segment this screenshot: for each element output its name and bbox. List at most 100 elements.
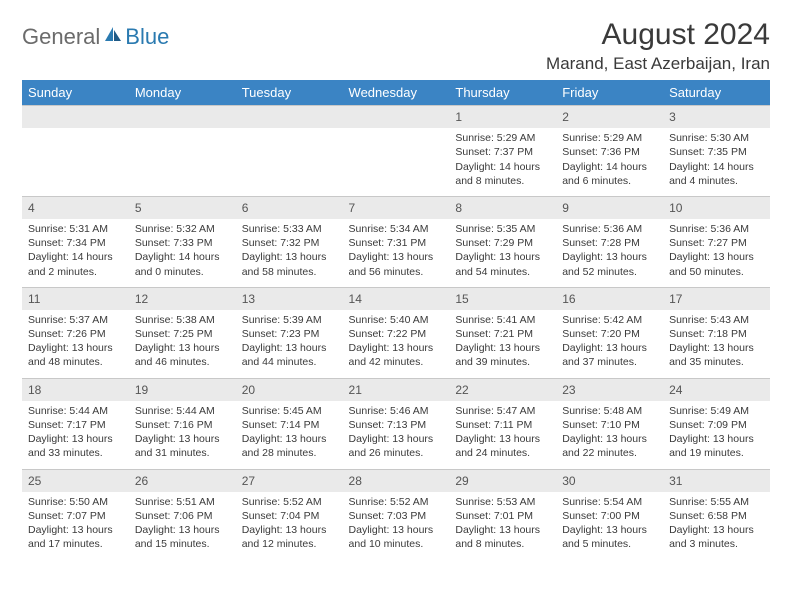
sunset-line: Sunset: 7:14 PM xyxy=(242,418,337,432)
sunset-line: Sunset: 7:23 PM xyxy=(242,327,337,341)
day-number-row: 45678910 xyxy=(22,196,770,219)
day-detail-cell: Sunrise: 5:35 AMSunset: 7:29 PMDaylight:… xyxy=(449,219,556,287)
sunrise-line: Sunrise: 5:42 AM xyxy=(562,313,657,327)
sunset-line: Sunset: 7:16 PM xyxy=(135,418,230,432)
day-detail-cell: Sunrise: 5:29 AMSunset: 7:36 PMDaylight:… xyxy=(556,128,663,196)
day-detail-cell: Sunrise: 5:49 AMSunset: 7:09 PMDaylight:… xyxy=(663,401,770,469)
day-detail-cell: Sunrise: 5:32 AMSunset: 7:33 PMDaylight:… xyxy=(129,219,236,287)
daylight-line: Daylight: 14 hours and 0 minutes. xyxy=(135,250,230,278)
daylight-line: Daylight: 13 hours and 12 minutes. xyxy=(242,523,337,551)
day-detail-cell: Sunrise: 5:52 AMSunset: 7:03 PMDaylight:… xyxy=(343,492,450,560)
day-detail-cell: Sunrise: 5:54 AMSunset: 7:00 PMDaylight:… xyxy=(556,492,663,560)
sunset-line: Sunset: 6:58 PM xyxy=(669,509,764,523)
sunset-line: Sunset: 7:29 PM xyxy=(455,236,550,250)
sunrise-line: Sunrise: 5:41 AM xyxy=(455,313,550,327)
day-detail-cell: Sunrise: 5:46 AMSunset: 7:13 PMDaylight:… xyxy=(343,401,450,469)
day-detail-row: Sunrise: 5:44 AMSunset: 7:17 PMDaylight:… xyxy=(22,401,770,469)
day-number-cell: 26 xyxy=(129,469,236,492)
day-detail-cell: Sunrise: 5:48 AMSunset: 7:10 PMDaylight:… xyxy=(556,401,663,469)
calendar-table: Sunday Monday Tuesday Wednesday Thursday… xyxy=(22,80,770,559)
sunrise-line: Sunrise: 5:50 AM xyxy=(28,495,123,509)
day-detail-cell: Sunrise: 5:38 AMSunset: 7:25 PMDaylight:… xyxy=(129,310,236,378)
sunset-line: Sunset: 7:34 PM xyxy=(28,236,123,250)
day-number-cell: 8 xyxy=(449,196,556,219)
day-detail-cell: Sunrise: 5:34 AMSunset: 7:31 PMDaylight:… xyxy=(343,219,450,287)
sunset-line: Sunset: 7:21 PM xyxy=(455,327,550,341)
daylight-line: Daylight: 13 hours and 42 minutes. xyxy=(349,341,444,369)
calendar-page: General Blue August 2024 Marand, East Az… xyxy=(0,0,792,577)
daylight-line: Daylight: 13 hours and 44 minutes. xyxy=(242,341,337,369)
day-number-cell: 12 xyxy=(129,287,236,310)
sunrise-line: Sunrise: 5:54 AM xyxy=(562,495,657,509)
day-detail-cell: Sunrise: 5:55 AMSunset: 6:58 PMDaylight:… xyxy=(663,492,770,560)
sunset-line: Sunset: 7:26 PM xyxy=(28,327,123,341)
sunrise-line: Sunrise: 5:30 AM xyxy=(669,131,764,145)
day-number-row: 25262728293031 xyxy=(22,469,770,492)
day-detail-row: Sunrise: 5:31 AMSunset: 7:34 PMDaylight:… xyxy=(22,219,770,287)
day-detail-cell: Sunrise: 5:40 AMSunset: 7:22 PMDaylight:… xyxy=(343,310,450,378)
daylight-line: Daylight: 13 hours and 52 minutes. xyxy=(562,250,657,278)
day-number-cell: 23 xyxy=(556,378,663,401)
daylight-line: Daylight: 14 hours and 2 minutes. xyxy=(28,250,123,278)
day-number-cell xyxy=(343,106,450,129)
sunrise-line: Sunrise: 5:33 AM xyxy=(242,222,337,236)
day-detail-cell: Sunrise: 5:36 AMSunset: 7:27 PMDaylight:… xyxy=(663,219,770,287)
sunrise-line: Sunrise: 5:44 AM xyxy=(28,404,123,418)
daylight-line: Daylight: 13 hours and 39 minutes. xyxy=(455,341,550,369)
sunrise-line: Sunrise: 5:45 AM xyxy=(242,404,337,418)
day-detail-cell: Sunrise: 5:52 AMSunset: 7:04 PMDaylight:… xyxy=(236,492,343,560)
logo-sail-icon xyxy=(103,25,123,48)
sunrise-line: Sunrise: 5:39 AM xyxy=(242,313,337,327)
day-number-cell: 13 xyxy=(236,287,343,310)
daylight-line: Daylight: 13 hours and 33 minutes. xyxy=(28,432,123,460)
day-detail-cell xyxy=(236,128,343,196)
sunrise-line: Sunrise: 5:34 AM xyxy=(349,222,444,236)
day-number-cell: 30 xyxy=(556,469,663,492)
sunrise-line: Sunrise: 5:37 AM xyxy=(28,313,123,327)
daylight-line: Daylight: 14 hours and 4 minutes. xyxy=(669,160,764,188)
daylight-line: Daylight: 13 hours and 8 minutes. xyxy=(455,523,550,551)
sunset-line: Sunset: 7:37 PM xyxy=(455,145,550,159)
sunrise-line: Sunrise: 5:31 AM xyxy=(28,222,123,236)
sunrise-line: Sunrise: 5:49 AM xyxy=(669,404,764,418)
sunset-line: Sunset: 7:03 PM xyxy=(349,509,444,523)
weekday-header: Tuesday xyxy=(236,80,343,106)
sunset-line: Sunset: 7:35 PM xyxy=(669,145,764,159)
day-detail-cell: Sunrise: 5:39 AMSunset: 7:23 PMDaylight:… xyxy=(236,310,343,378)
day-number-cell: 18 xyxy=(22,378,129,401)
weekday-header: Thursday xyxy=(449,80,556,106)
sunset-line: Sunset: 7:00 PM xyxy=(562,509,657,523)
sunset-line: Sunset: 7:32 PM xyxy=(242,236,337,250)
sunrise-line: Sunrise: 5:29 AM xyxy=(562,131,657,145)
weekday-header-row: Sunday Monday Tuesday Wednesday Thursday… xyxy=(22,80,770,106)
daylight-line: Daylight: 13 hours and 58 minutes. xyxy=(242,250,337,278)
day-detail-cell xyxy=(129,128,236,196)
sunset-line: Sunset: 7:11 PM xyxy=(455,418,550,432)
sunrise-line: Sunrise: 5:40 AM xyxy=(349,313,444,327)
title-block: August 2024 Marand, East Azerbaijan, Ira… xyxy=(546,18,770,74)
day-number-cell: 28 xyxy=(343,469,450,492)
daylight-line: Daylight: 13 hours and 3 minutes. xyxy=(669,523,764,551)
daylight-line: Daylight: 13 hours and 19 minutes. xyxy=(669,432,764,460)
day-number-cell: 9 xyxy=(556,196,663,219)
logo-text-1: General xyxy=(22,24,100,50)
daylight-line: Daylight: 13 hours and 22 minutes. xyxy=(562,432,657,460)
sunrise-line: Sunrise: 5:35 AM xyxy=(455,222,550,236)
daylight-line: Daylight: 13 hours and 24 minutes. xyxy=(455,432,550,460)
sunrise-line: Sunrise: 5:55 AM xyxy=(669,495,764,509)
day-number-cell: 21 xyxy=(343,378,450,401)
calendar-body: 12 3 Sunrise: 5:29 AM Sunset: 7:37 PM Daylig… xyxy=(22,106,770,560)
day-detail-cell xyxy=(22,128,129,196)
sunrise-line: Sunrise: 5:36 AM xyxy=(562,222,657,236)
day-number-cell: 25 xyxy=(22,469,129,492)
sunset-line: Sunset: 7:36 PM xyxy=(562,145,657,159)
day-number-cell: 16 xyxy=(556,287,663,310)
day-detail-cell: Sunrise: 5:53 AMSunset: 7:01 PMDaylight:… xyxy=(449,492,556,560)
day-number-cell: 29 xyxy=(449,469,556,492)
sunset-line: Sunset: 7:06 PM xyxy=(135,509,230,523)
day-detail-row: Sunrise: 5:37 AMSunset: 7:26 PM Daylight:… xyxy=(22,310,770,378)
day-number-cell: 3 xyxy=(663,106,770,129)
sunset-line: Sunset: 7:07 PM xyxy=(28,509,123,523)
sunset-line: Sunset: 7:20 PM xyxy=(562,327,657,341)
daylight-line: Daylight: 13 hours and 28 minutes. xyxy=(242,432,337,460)
